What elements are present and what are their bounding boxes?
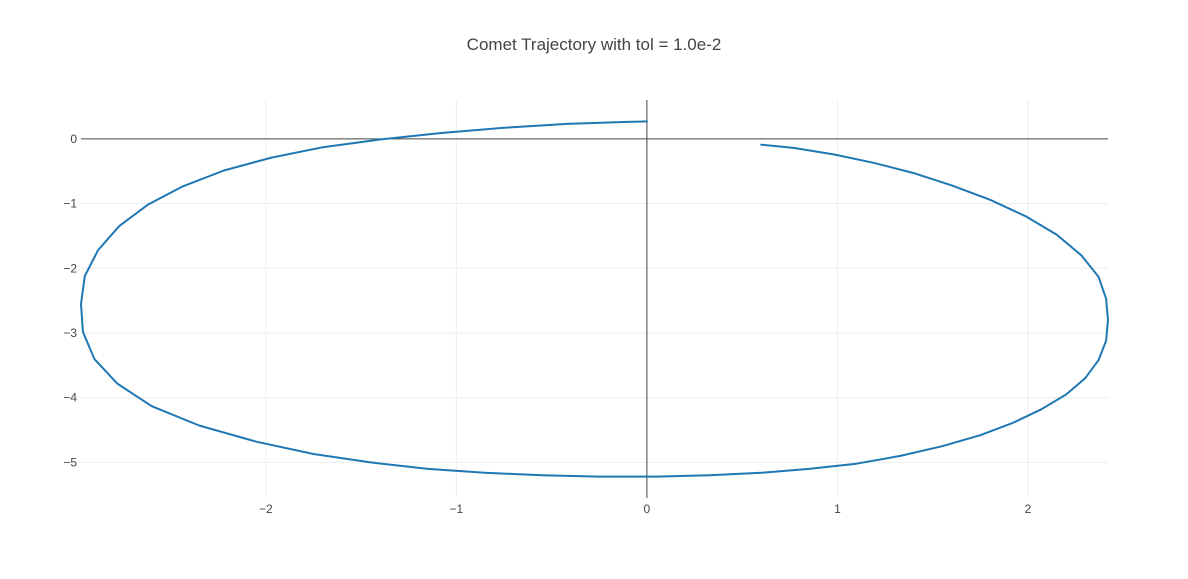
y-axis-ticks: 0 −1 −2 −3 −4 −5 <box>63 132 77 470</box>
x-axis-ticks: −2 −1 0 1 2 <box>259 502 1032 516</box>
x-tick-label: 0 <box>644 502 651 516</box>
y-tick-label: −2 <box>63 261 77 275</box>
y-tick-label: −5 <box>63 455 77 469</box>
y-tick-label: −3 <box>63 326 77 340</box>
x-tick-label: −2 <box>259 502 273 516</box>
zero-lines <box>81 100 1108 498</box>
trajectory-line <box>80 120 1109 478</box>
y-tick-label: 0 <box>70 132 77 146</box>
y-tick-label: −4 <box>63 391 77 405</box>
grid-layer <box>81 100 1108 498</box>
y-tick-label: −1 <box>63 197 77 211</box>
x-tick-label: −1 <box>450 502 464 516</box>
chart-title: Comet Trajectory with tol = 1.0e-2 <box>467 35 722 54</box>
x-tick-label: 2 <box>1025 502 1032 516</box>
x-tick-label: 1 <box>834 502 841 516</box>
trace-layer <box>80 120 1109 478</box>
